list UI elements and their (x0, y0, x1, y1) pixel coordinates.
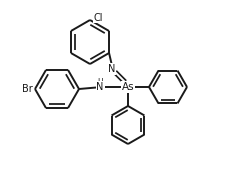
Text: N: N (108, 64, 115, 74)
Text: As: As (121, 82, 134, 92)
Text: Br: Br (22, 84, 32, 94)
Text: N: N (96, 82, 103, 92)
Text: H: H (97, 78, 102, 87)
Text: Cl: Cl (93, 13, 102, 23)
